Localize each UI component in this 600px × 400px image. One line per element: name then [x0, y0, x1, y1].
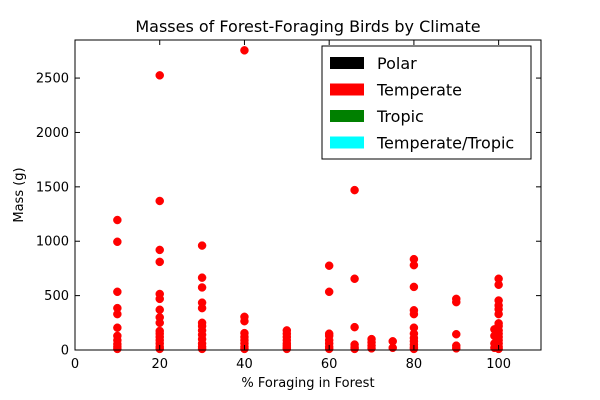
data-point [113, 323, 122, 332]
data-point [324, 287, 334, 297]
data-point [452, 329, 461, 339]
data-point [113, 237, 122, 247]
data-point [350, 322, 359, 332]
data-point [197, 273, 207, 282]
legend-label: Temperate/Tropic [376, 134, 514, 153]
y-tick-label: 2000 [36, 126, 69, 141]
legend-label: Tropic [376, 107, 424, 126]
data-point [388, 343, 397, 353]
data-point [113, 215, 122, 225]
x-tick-label: 20 [151, 357, 168, 372]
y-axis-label: Mass (g) [12, 167, 27, 222]
data-point [113, 309, 122, 319]
data-point [113, 344, 122, 354]
y-tick-label: 500 [44, 289, 69, 304]
data-point [350, 274, 359, 283]
y-tick-label: 1500 [36, 180, 69, 195]
data-point [240, 46, 249, 55]
data-point [155, 294, 164, 304]
data-point [155, 245, 164, 255]
data-point [350, 185, 359, 195]
plot-frame [74, 39, 542, 351]
data-point [113, 287, 122, 297]
data-point [240, 316, 249, 326]
data-point [409, 282, 419, 292]
data-point [367, 344, 376, 353]
x-tick-label: 40 [236, 357, 253, 372]
legend-label: Polar [377, 54, 417, 73]
x-tick-label: 100 [486, 357, 511, 372]
data-point [155, 196, 164, 206]
data-point [197, 344, 207, 354]
data-point [282, 344, 292, 354]
y-tick-label: 0 [61, 344, 69, 359]
data-point [155, 305, 164, 314]
x-tick-label: 80 [406, 357, 423, 372]
data-point [155, 257, 164, 267]
data-point [350, 344, 359, 354]
data-point [197, 241, 207, 250]
legend: Polar Temperate Tropic Temperate/Tropic [321, 45, 532, 160]
y-tick-label: 2500 [36, 72, 69, 87]
data-point [452, 344, 461, 353]
chart-title: Masses of Forest-Foraging Birds by Clima… [135, 17, 480, 36]
y-tick-label: 1000 [36, 235, 69, 250]
legend-label: Temperate [376, 81, 462, 100]
x-tick-label: 60 [321, 357, 338, 372]
legend-swatch [330, 57, 364, 69]
data-point [494, 280, 503, 289]
data-point [155, 71, 164, 80]
data-point [197, 303, 207, 313]
legend-swatch [330, 83, 364, 96]
data-point [324, 261, 334, 270]
data-point [409, 309, 419, 319]
x-tick-label: 0 [71, 357, 79, 372]
legend-swatch [330, 136, 364, 149]
data-point [494, 309, 503, 319]
data-point [409, 260, 419, 270]
data-point [452, 297, 461, 307]
data-point [197, 283, 207, 292]
legend-swatch [330, 110, 364, 122]
x-axis-label: % Foraging in Forest [241, 376, 374, 391]
data-point [155, 318, 164, 328]
